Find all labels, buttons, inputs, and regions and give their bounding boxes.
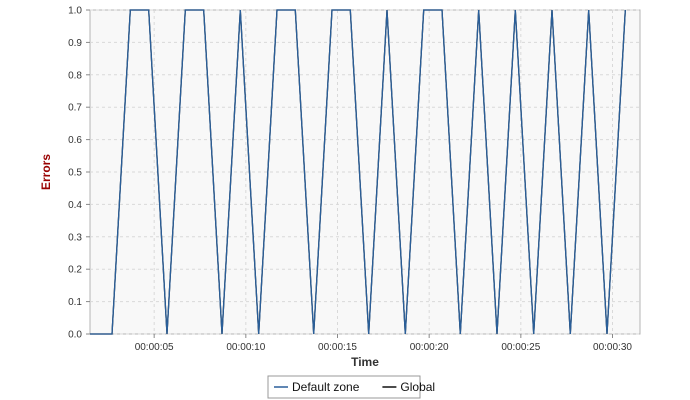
x-axis-title: Time (351, 355, 379, 369)
plot-area (89, 9, 641, 335)
legend-label: Global (400, 380, 435, 394)
y-tick-label: 1.0 (68, 6, 82, 17)
x-tick-label: 00:00:30 (593, 342, 632, 353)
x-tick-label: 00:00:05 (135, 342, 174, 353)
y-tick-label: 0.1 (68, 297, 82, 308)
series-line-default-zone (90, 9, 626, 335)
x-tick-label: 00:00:25 (501, 342, 540, 353)
x-tick-label: 00:00:20 (410, 342, 449, 353)
y-tick-label: 0.6 (68, 135, 82, 146)
y-tick-label: 0.3 (68, 232, 82, 243)
y-tick-label: 0.4 (68, 200, 82, 211)
y-tick-label: 0.0 (68, 330, 82, 341)
x-tick-label: 00:00:15 (318, 342, 357, 353)
y-tick-label: 0.7 (68, 103, 82, 114)
x-tick-label: 00:00:10 (226, 342, 265, 353)
y-tick-label: 0.8 (68, 70, 82, 81)
legend-label: Default zone (292, 380, 360, 394)
y-axis-title: Errors (39, 154, 53, 190)
legend-box (267, 375, 421, 399)
y-tick-label: 0.9 (68, 38, 82, 49)
y-tick-label: 0.2 (68, 265, 82, 276)
y-tick-label: 0.5 (68, 168, 82, 179)
